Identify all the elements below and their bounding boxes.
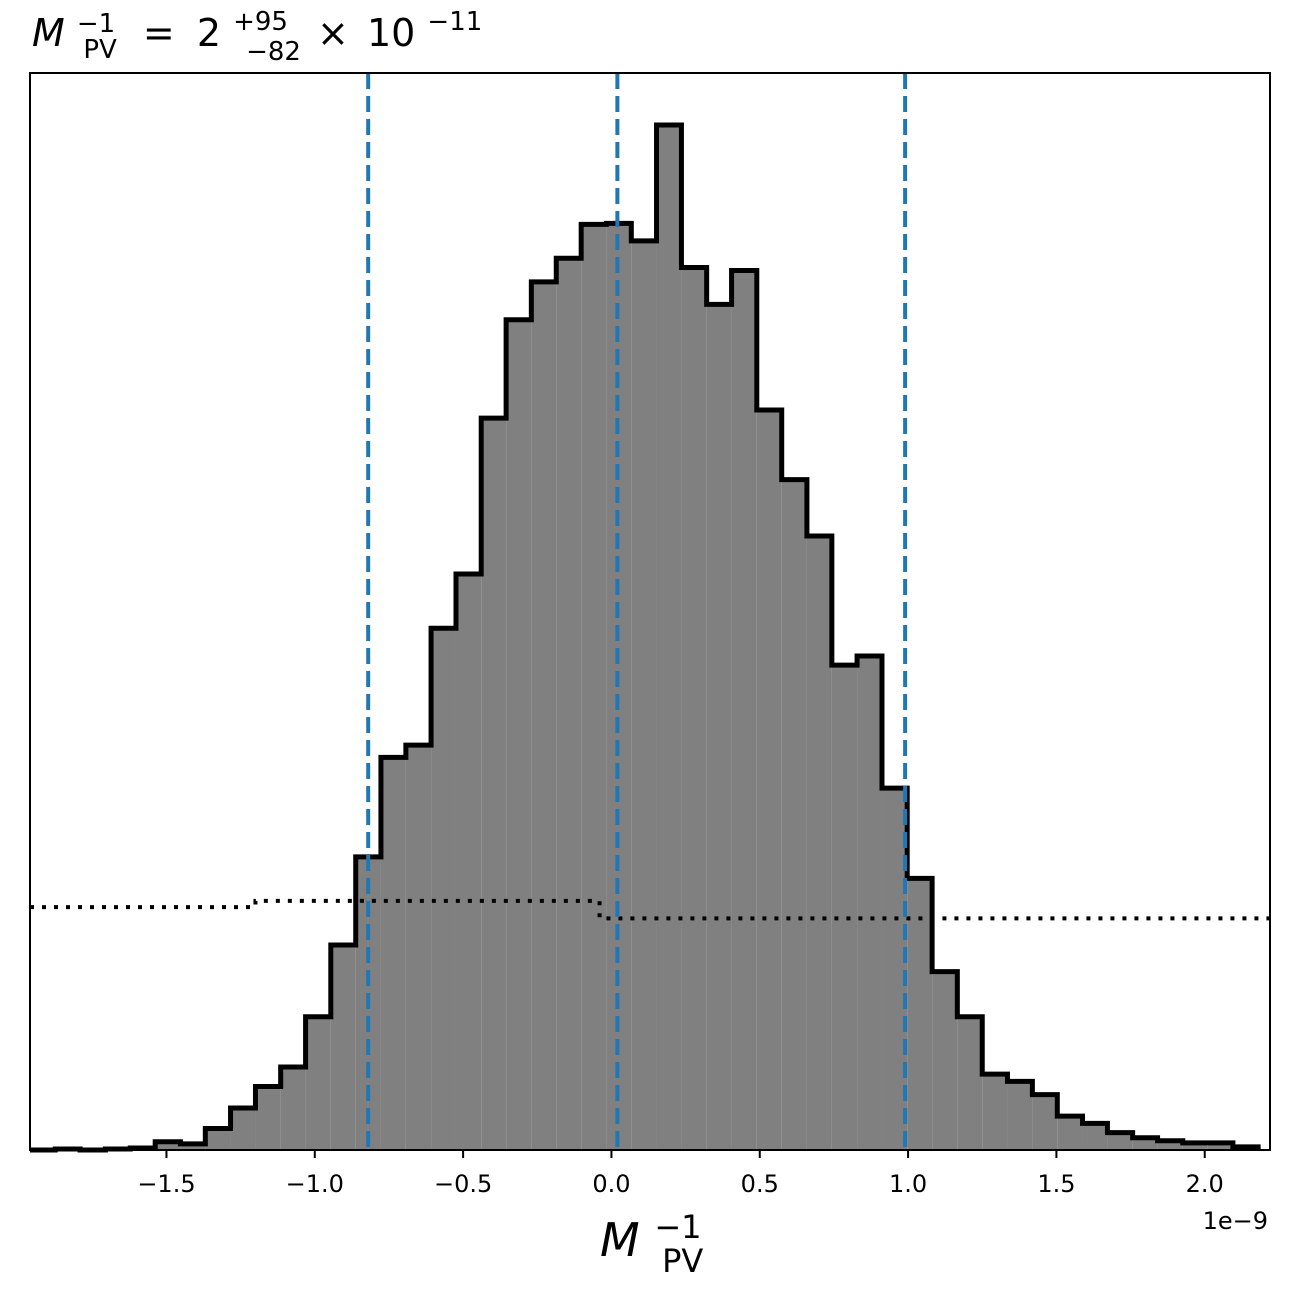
title-lhs-sub: PV — [83, 35, 117, 65]
histogram-bar — [581, 224, 607, 1151]
histogram-bar — [155, 1141, 181, 1150]
x-tick-label: 0.0 — [592, 1170, 630, 1198]
title-err-minus: −82 — [246, 37, 301, 67]
plot-area: −1.5 −1.0 −0.5 0.0 0.5 1.0 1.5 2.0 — [29, 72, 1271, 1198]
histogram-bar — [230, 1107, 256, 1150]
histogram-bar — [1132, 1137, 1158, 1150]
xlabel-base: M — [600, 1213, 640, 1267]
histogram-bar — [1082, 1123, 1108, 1150]
x-tick-label: −1.5 — [137, 1170, 195, 1198]
x-tick-label: 1.5 — [1037, 1170, 1075, 1198]
histogram-bar — [455, 573, 482, 1150]
title-times: × — [317, 11, 349, 55]
histogram-bar — [631, 240, 657, 1150]
xlabel-sub: PV — [662, 1242, 703, 1280]
histogram-bar — [380, 757, 406, 1150]
histogram-bar — [506, 319, 532, 1150]
histogram-bar — [481, 418, 507, 1150]
x-offset-label: 1e−9 — [1203, 1207, 1268, 1235]
histogram-bar — [957, 1016, 983, 1150]
histogram-bar — [982, 1074, 1008, 1150]
histogram-bar — [806, 536, 832, 1150]
histogram-outline — [30, 122, 1261, 1153]
chart-title: M −1 PV = 2 +95 −82 × 10 −11 — [32, 0, 482, 69]
title-lhs-sup: −1 — [77, 9, 115, 39]
xlabel-sup: −1 — [654, 1208, 701, 1246]
x-axis-label: M −1 PV — [600, 1195, 716, 1280]
histogram-bar — [255, 1086, 281, 1150]
x-tick-label: −1.0 — [286, 1170, 344, 1198]
histogram-bar — [1032, 1094, 1058, 1150]
histogram-bar — [831, 665, 858, 1150]
histogram-bar — [881, 788, 908, 1150]
histogram-bar — [330, 945, 356, 1150]
histogram-bar — [706, 304, 732, 1150]
histogram-bar — [1057, 1116, 1083, 1150]
histogram-bar — [731, 270, 757, 1150]
title-lhs-base: M — [32, 11, 65, 55]
x-tick-label: 0.5 — [741, 1170, 779, 1198]
histogram-bar — [1182, 1142, 1208, 1150]
title-err-plus: +95 — [233, 7, 288, 37]
histogram-bar — [405, 745, 432, 1150]
histogram-bar — [656, 125, 682, 1150]
title-equals: = — [143, 11, 175, 55]
histogram-bar — [280, 1066, 306, 1150]
histogram-bar — [1107, 1132, 1133, 1150]
histogram-bar — [1007, 1081, 1033, 1150]
histogram-bar — [305, 1016, 331, 1150]
histogram-bar — [857, 655, 882, 1150]
histogram-bar — [756, 409, 782, 1150]
x-tick-label: 1.0 — [889, 1170, 927, 1198]
title-power-base: 10 — [367, 11, 415, 55]
histogram-bar — [556, 258, 582, 1150]
histogram-bar — [205, 1128, 231, 1150]
title-value: 2 — [197, 11, 221, 55]
x-tick-label: −0.5 — [434, 1170, 492, 1198]
histogram-bar — [431, 628, 456, 1150]
x-tick-label: 2.0 — [1186, 1170, 1224, 1198]
histogram-bar — [681, 267, 707, 1151]
histogram-bar — [531, 281, 557, 1150]
histogram-bar — [180, 1143, 206, 1150]
histogram-bar — [932, 971, 958, 1150]
histogram-bar — [1207, 1142, 1233, 1150]
histogram-bar — [1157, 1140, 1183, 1150]
histogram-bar — [781, 479, 807, 1150]
title-power-exp: −11 — [427, 7, 482, 37]
axes-frame — [29, 72, 1271, 1151]
histogram-bar — [907, 878, 933, 1150]
